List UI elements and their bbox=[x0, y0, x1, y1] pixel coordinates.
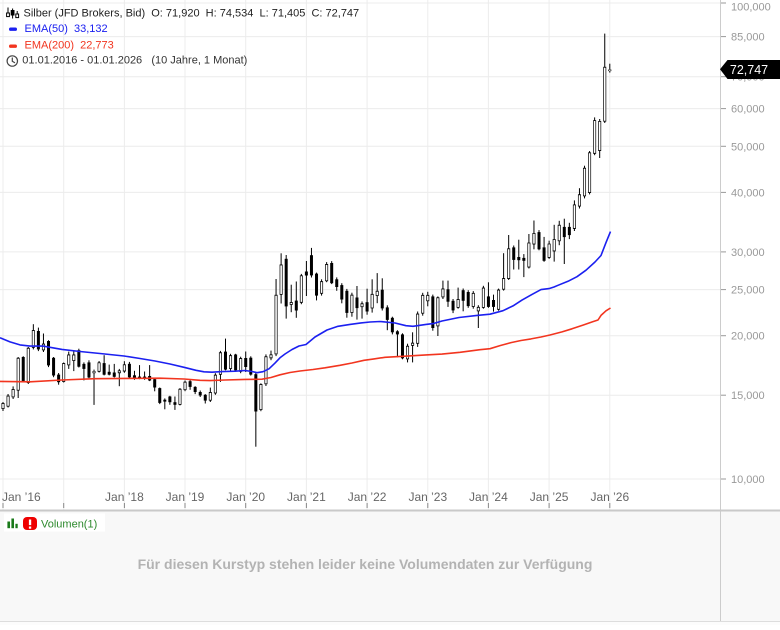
svg-text:72,747: 72,747 bbox=[730, 63, 768, 77]
svg-text:Volumen(1): Volumen(1) bbox=[41, 519, 97, 531]
svg-text:50,000: 50,000 bbox=[731, 141, 765, 153]
svg-text:Für diesen Kurstyp stehen leid: Für diesen Kurstyp stehen leider keine V… bbox=[138, 556, 593, 572]
svg-text:Jan ’26: Jan ’26 bbox=[590, 490, 629, 504]
svg-text:Jan ’22: Jan ’22 bbox=[348, 490, 387, 504]
svg-text:01.01.2016 - 01.01.2026 (10: 01.01.2016 - 01.01.2026 (10 Jahre, 1 Mon… bbox=[22, 55, 247, 67]
svg-text:Jan ’25: Jan ’25 bbox=[530, 490, 569, 504]
svg-text:Jan ’24: Jan ’24 bbox=[469, 490, 508, 504]
svg-text:Jan ’19: Jan ’19 bbox=[166, 490, 205, 504]
svg-text:25,000: 25,000 bbox=[731, 285, 765, 297]
svg-text:100,000: 100,000 bbox=[731, 2, 771, 14]
svg-text:Jan ’20: Jan ’20 bbox=[226, 490, 265, 504]
svg-text:20,000: 20,000 bbox=[731, 331, 765, 343]
svg-text:Jan ’16: Jan ’16 bbox=[2, 490, 41, 504]
svg-text:60,000: 60,000 bbox=[731, 104, 765, 116]
svg-text:85,000: 85,000 bbox=[731, 32, 765, 44]
svg-text:Jan ’23: Jan ’23 bbox=[408, 490, 447, 504]
svg-text:40,000: 40,000 bbox=[731, 187, 765, 199]
svg-text:30,000: 30,000 bbox=[731, 247, 765, 259]
svg-text:15,000: 15,000 bbox=[731, 390, 765, 402]
svg-text:EMA(50) 33,132: EMA(50) 33,132 bbox=[25, 23, 108, 35]
svg-text:10,000: 10,000 bbox=[731, 474, 765, 486]
svg-text:Jan ’21: Jan ’21 bbox=[287, 490, 326, 504]
svg-text:Silber (JFD Brokers, Bid) O:: Silber (JFD Brokers, Bid) O: 71,920 H: 7… bbox=[24, 8, 360, 20]
svg-text:Jan ’18: Jan ’18 bbox=[105, 490, 144, 504]
svg-text:EMA(200) 22,773: EMA(200) 22,773 bbox=[25, 39, 114, 51]
